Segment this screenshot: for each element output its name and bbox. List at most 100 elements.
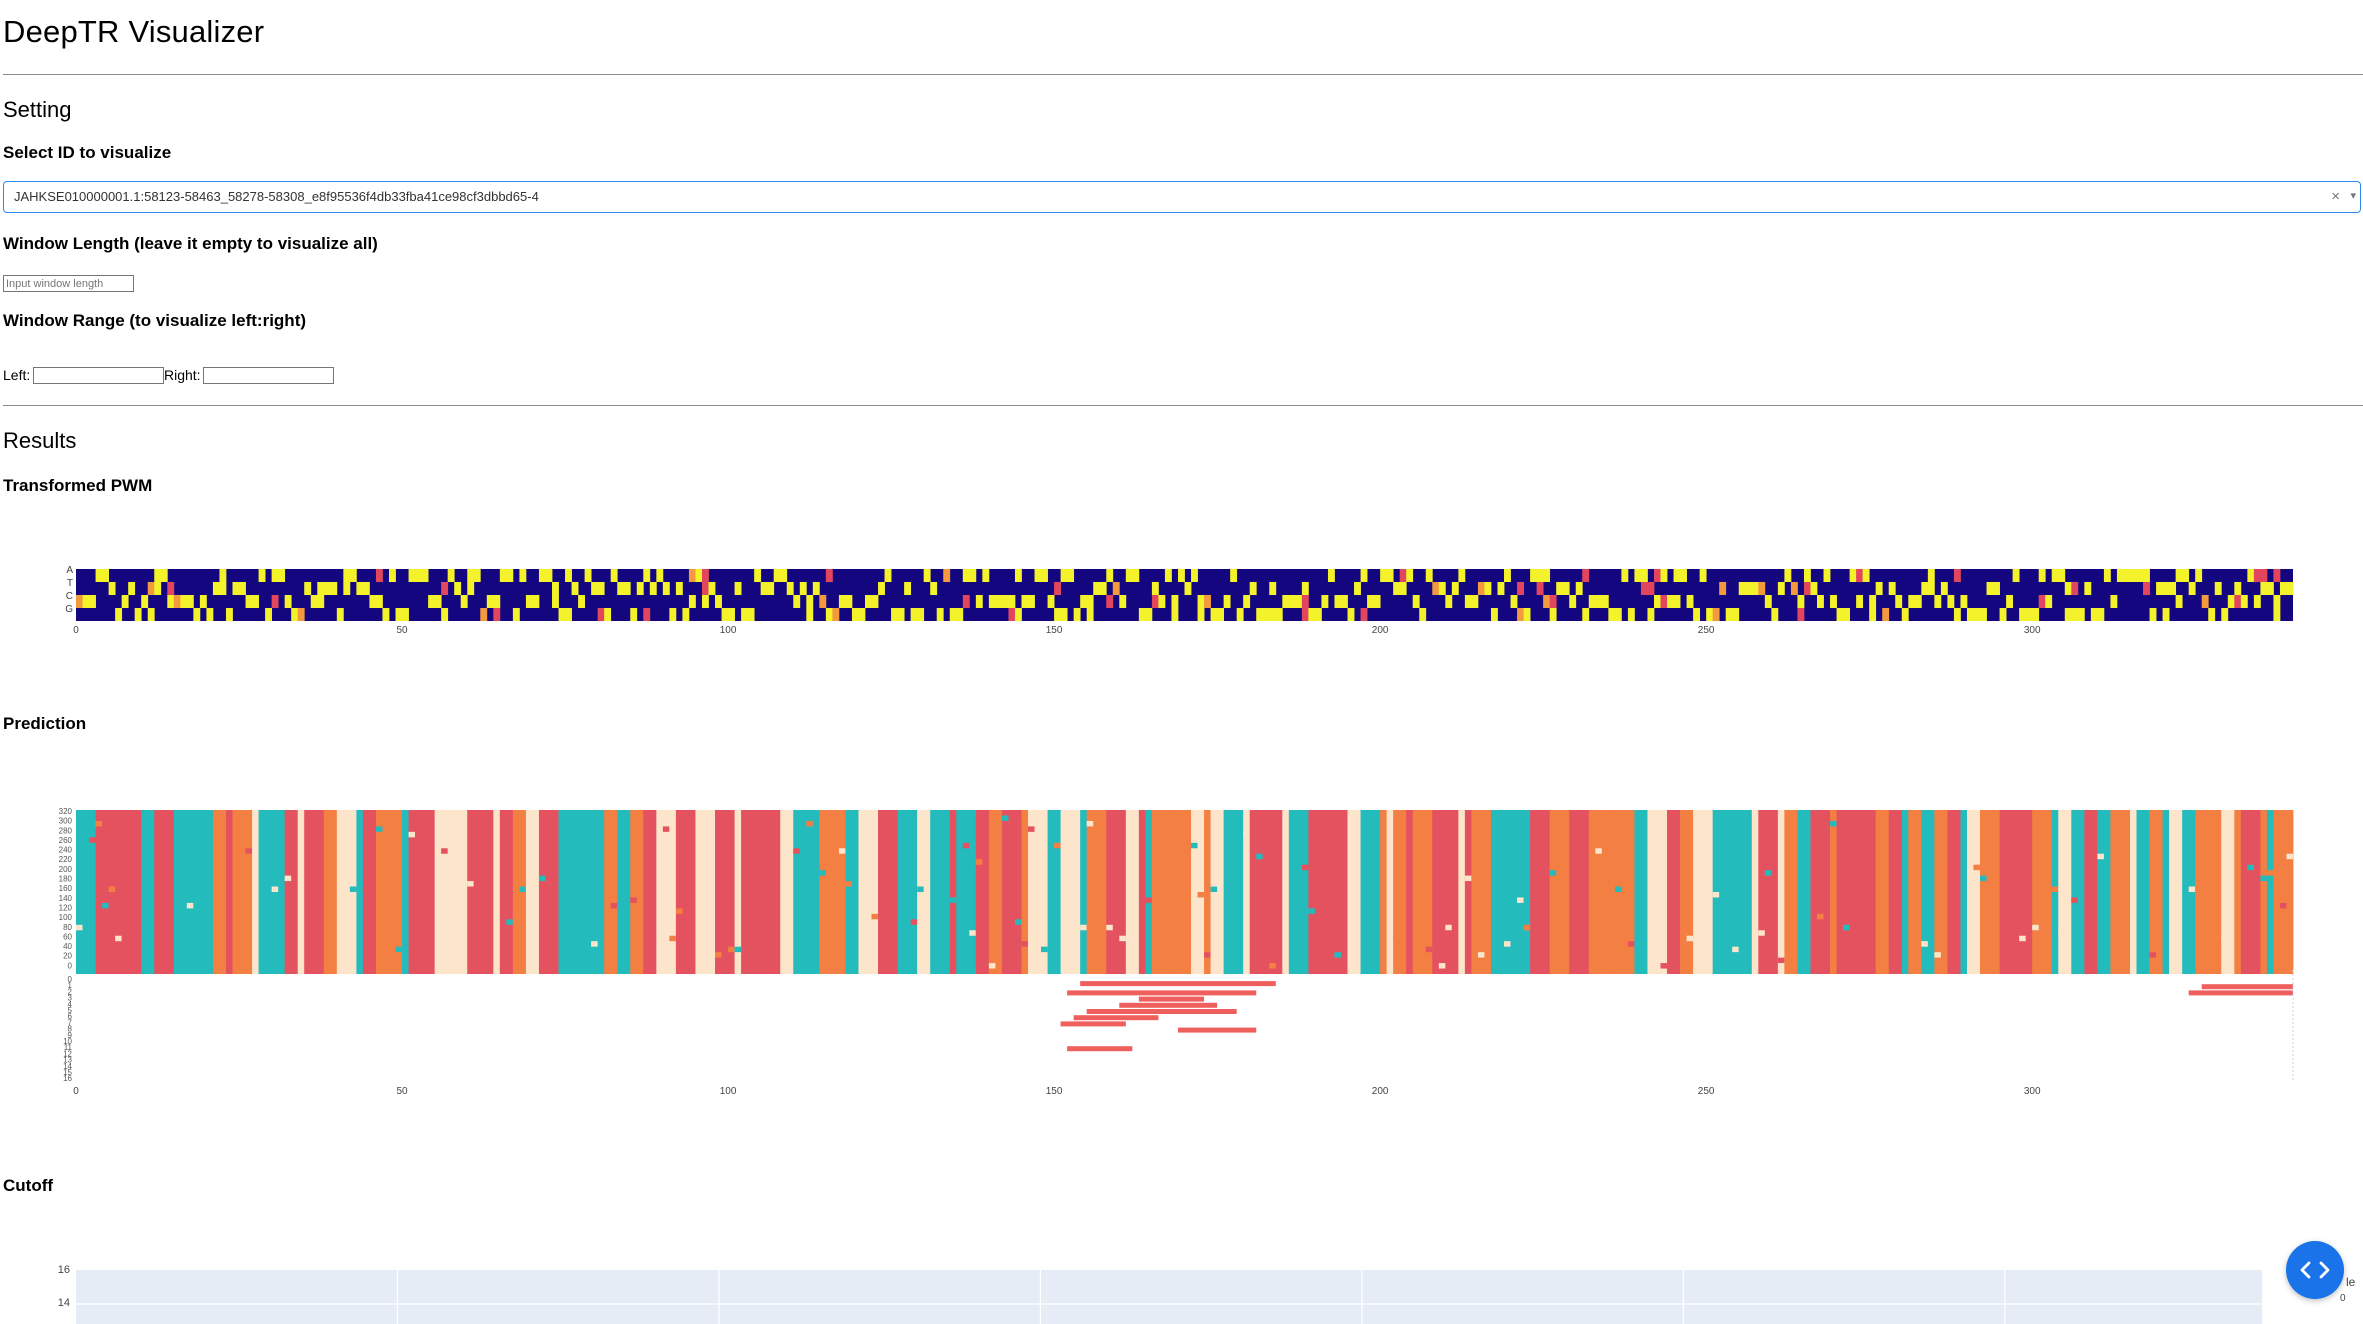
prediction-column	[1980, 810, 2000, 974]
pwm-cell	[1510, 595, 1518, 608]
prediction-speckle	[206, 886, 213, 892]
prediction-column	[1784, 810, 1798, 974]
middle-divider	[3, 405, 2363, 406]
pwm-cell	[662, 582, 670, 595]
pwm-row-label: C	[66, 591, 73, 602]
pwm-cell	[2077, 608, 2085, 621]
pwm-cell	[2143, 582, 2150, 595]
pwm-cell	[2051, 569, 2059, 582]
pwm-cell	[317, 595, 325, 608]
prediction-column	[297, 810, 305, 974]
pwm-cell	[845, 595, 853, 608]
prediction-column	[336, 810, 357, 974]
window-length-input[interactable]	[3, 275, 134, 292]
pwm-cell	[1367, 595, 1374, 608]
pwm-cell	[1960, 595, 1968, 608]
pwm-cell	[1680, 569, 1687, 582]
pwm-cell	[102, 569, 110, 582]
prediction-speckle	[1054, 842, 1061, 849]
pwm-cell	[1360, 569, 1368, 582]
prediction-plot[interactable]: 3203002802602402202001801601401201008060…	[0, 800, 2363, 1100]
pwm-cell	[1660, 595, 1668, 608]
pwm-x-tick: 250	[1698, 625, 1715, 636]
prediction-speckle	[441, 848, 448, 854]
prediction-y-tick: 60	[63, 932, 72, 941]
pwm-cell	[160, 569, 168, 582]
prediction-speckle	[1627, 941, 1635, 947]
pwm-cell	[884, 569, 892, 582]
prediction-column	[949, 810, 957, 974]
prediction-column	[930, 810, 951, 974]
prediction-column	[173, 810, 194, 974]
pwm-cell	[1399, 569, 1407, 582]
pwm-cell	[454, 582, 462, 595]
pwm-cell	[1001, 595, 1009, 608]
prediction-speckle	[610, 902, 618, 909]
prediction-column	[741, 810, 762, 974]
prediction-column	[525, 810, 540, 974]
pwm-cell	[1054, 608, 1062, 621]
pwm-cell	[617, 582, 625, 595]
pwm-cell	[1477, 582, 1485, 595]
prediction-column	[2169, 810, 2183, 974]
pwm-cell	[1869, 595, 1877, 608]
prediction-speckle	[1021, 941, 1029, 947]
prediction-column	[2162, 810, 2170, 974]
prediction-column	[1712, 810, 1727, 974]
pwm-cell	[1334, 595, 1342, 608]
prediction-column	[793, 810, 807, 974]
prediction-column	[1145, 810, 1153, 974]
pwm-cell	[1895, 595, 1903, 608]
right-range-input[interactable]	[203, 367, 334, 384]
pwm-cell	[1425, 569, 1433, 582]
prediction-column	[1634, 810, 1648, 974]
prediction-x-tick: 100	[720, 1086, 737, 1097]
prediction-y-tick: 0	[68, 975, 73, 984]
pwm-cell	[1191, 569, 1198, 582]
code-toggle-button[interactable]	[2286, 1241, 2344, 1299]
pwm-cell	[1223, 595, 1231, 608]
prediction-y-tick: 280	[59, 826, 73, 835]
pwm-cell	[1627, 608, 1635, 621]
pwm-cell	[343, 582, 351, 595]
left-range-input[interactable]	[33, 367, 164, 384]
cutoff-chart[interactable]: 16 14 le 0	[0, 1260, 2363, 1324]
pwm-cell	[982, 569, 990, 582]
pwm-cell	[402, 608, 409, 621]
prediction-speckle	[193, 919, 200, 925]
pwm-cell	[1301, 608, 1309, 621]
prediction-speckle	[1504, 941, 1511, 947]
prediction-column	[454, 810, 468, 974]
prediction-column	[499, 810, 507, 974]
prediction-column	[271, 810, 286, 974]
pwm-cell	[1301, 595, 1309, 608]
prediction-column	[695, 810, 716, 974]
pwm-cell	[1008, 608, 1016, 621]
pwm-cell	[701, 595, 709, 608]
select-id-label: Select ID to visualize	[3, 143, 172, 162]
pwm-cell	[2240, 595, 2248, 608]
prediction-heatmap-cells	[76, 810, 2294, 974]
clear-selection-icon[interactable]: ×	[2331, 188, 2340, 205]
pwm-cell	[1086, 595, 1094, 608]
pwm-cell	[610, 569, 618, 582]
pwm-cell	[2090, 608, 2098, 621]
setting-heading: Setting	[3, 97, 72, 122]
prediction-y-tick: 80	[63, 923, 72, 932]
pwm-cell	[643, 608, 651, 621]
pwm-cell	[1008, 595, 1016, 608]
pwm-cell	[1464, 595, 1472, 608]
id-select-dropdown[interactable]: JAHKSE010000001.1:58123-58463_58278-5830…	[3, 181, 2361, 213]
pwm-cell	[1653, 595, 1661, 608]
prediction-y-tick: 11	[64, 1043, 73, 1052]
selected-id-value: JAHKSE010000001.1:58123-58463_58278-5830…	[14, 189, 539, 204]
prediction-y-tick: 7	[68, 1018, 73, 1027]
pwm-cell	[271, 595, 279, 608]
prediction-speckle	[1673, 853, 1681, 860]
pwm-cell	[1986, 582, 1994, 595]
prediction-y-tick: 260	[59, 836, 73, 845]
chevron-down-icon[interactable]: ▾	[2350, 190, 2356, 202]
prediction-speckle	[793, 848, 800, 854]
prediction-speckle	[845, 881, 852, 887]
